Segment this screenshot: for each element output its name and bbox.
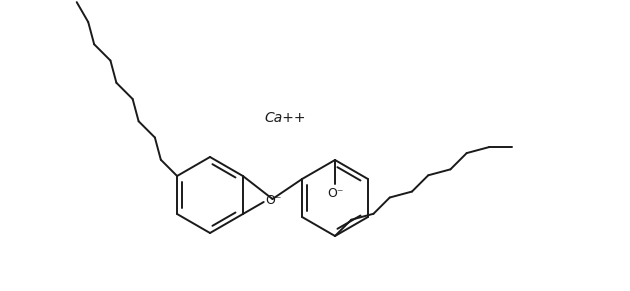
Text: O⁻: O⁻ [266, 194, 282, 207]
Text: O⁻: O⁻ [327, 187, 343, 200]
Text: Ca++: Ca++ [264, 111, 306, 125]
